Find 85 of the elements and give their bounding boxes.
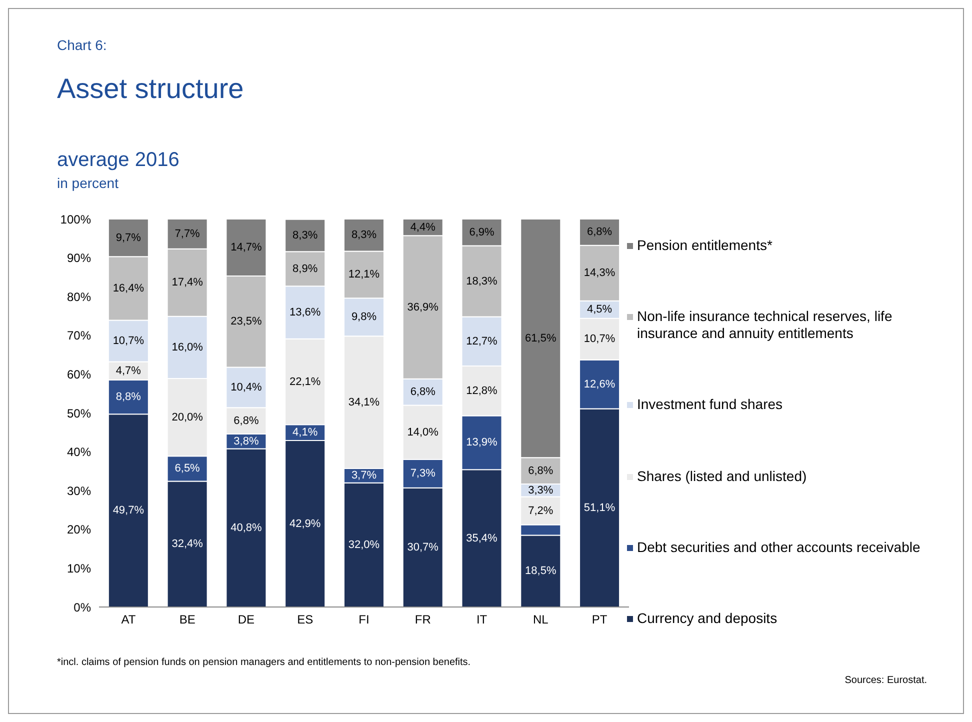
data-label: 18,5% (525, 565, 556, 578)
data-label: 17,4% (172, 276, 204, 289)
data-label: 8,9% (292, 262, 318, 275)
data-label: 3,7% (351, 470, 377, 482)
x-tick-label: FR (414, 612, 432, 627)
data-label: 10,4% (230, 381, 262, 394)
data-label: 32,0% (348, 538, 380, 551)
y-axis-title: in percent (57, 175, 118, 191)
data-label: 9,8% (351, 311, 377, 324)
data-label: 7,3% (410, 468, 436, 480)
data-label: 6,8% (234, 414, 259, 427)
data-label: 6,8% (586, 226, 612, 238)
y-tick-label: 0% (74, 600, 92, 614)
data-label: 7,7% (174, 228, 200, 240)
data-label: 3,3% (528, 484, 554, 496)
data-label: 16,4% (112, 282, 144, 294)
data-label: 20,0% (172, 411, 204, 424)
data-label: 16,0% (172, 341, 204, 354)
data-label: 22,1% (289, 376, 321, 388)
legend-label: Investment fund shares (637, 396, 783, 414)
y-tick-label: 30% (66, 484, 92, 498)
x-tick-label: FI (358, 612, 370, 627)
y-tick-label: 100% (60, 212, 92, 226)
x-tick-label: AT (121, 612, 136, 627)
y-tick-label: 20% (66, 522, 92, 537)
data-label: 8,3% (351, 229, 377, 242)
data-label: 12,1% (348, 268, 380, 281)
data-label: 13,6% (289, 306, 321, 319)
x-tick-label: ES (297, 612, 314, 627)
x-tick-label: IT (476, 612, 488, 627)
y-tick-label: 80% (66, 290, 92, 304)
text: *incl. claims of pension funds on pension managers and entitlements to non-pension benefits. (57, 657, 471, 668)
data-label: 32,4% (172, 538, 204, 550)
x-tick-label: NL (532, 612, 549, 627)
data-label: 8,3% (292, 229, 318, 242)
data-label: 12,8% (466, 384, 498, 397)
legend-label: Non-life insurance technical reserves, life insurance and annuity entitlements (637, 308, 894, 342)
y-tick-label: 50% (66, 406, 92, 420)
data-label: 6,5% (174, 462, 200, 475)
legend-label: Pension entitlements* (637, 237, 772, 254)
data-label: 6,8% (528, 464, 554, 477)
data-label: 14,7% (230, 242, 262, 254)
source-note: Sources: Eurostat. (844, 675, 927, 686)
chart-title: Asset structure (57, 73, 244, 105)
data-label: 42,9% (289, 518, 321, 530)
data-label: 18,3% (466, 275, 498, 288)
data-label: 13,9% (466, 436, 498, 449)
data-label: 12,7% (466, 335, 498, 348)
data-label: 30,7% (407, 541, 439, 554)
y-tick-label: 90% (66, 251, 92, 266)
legend-label: Shares (listed and unlisted) (637, 468, 807, 485)
data-label: 10,7% (112, 335, 144, 348)
data-label: 34,1% (348, 396, 380, 408)
data-label: 4,5% (586, 304, 612, 316)
caption: Chart 6: (57, 37, 107, 53)
data-label: 14,3% (584, 267, 616, 280)
data-label: 36,9% (407, 301, 439, 314)
data-label: 40,8% (230, 522, 262, 534)
y-tick-label: 40% (66, 445, 92, 460)
data-label: 4,1% (292, 426, 318, 439)
data-label: 14,0% (407, 426, 439, 438)
data-label: 4,4% (410, 221, 436, 234)
data-label: 51,1% (584, 502, 616, 514)
data-label: 61,5% (525, 332, 556, 344)
data-label: 9,7% (116, 232, 142, 244)
data-label: 10,7% (584, 333, 616, 346)
x-tick-label: BE (179, 612, 196, 627)
data-label: 3,8% (234, 435, 259, 448)
data-label: 23,5% (230, 316, 262, 328)
data-label: 12,6% (584, 378, 616, 390)
data-label: 35,4% (466, 532, 498, 544)
y-tick-label: 70% (66, 328, 92, 343)
data-label: 4,7% (116, 364, 142, 377)
y-tick-label: 60% (66, 367, 92, 382)
x-tick-label: PT (592, 612, 608, 627)
legend-label: Debt securities and other accounts receivable (637, 538, 920, 556)
y-tick-label: 10% (66, 561, 92, 576)
data-label: 49,7% (112, 504, 144, 517)
chart-subtitle: average 2016 (57, 149, 180, 172)
data-label: 7,2% (528, 504, 554, 517)
data-label: 8,8% (116, 391, 142, 404)
legend-label: Currency and deposits (637, 610, 778, 627)
x-tick-label: DE (238, 612, 255, 627)
data-label: 6,8% (410, 386, 436, 398)
data-label: 6,9% (469, 226, 495, 238)
